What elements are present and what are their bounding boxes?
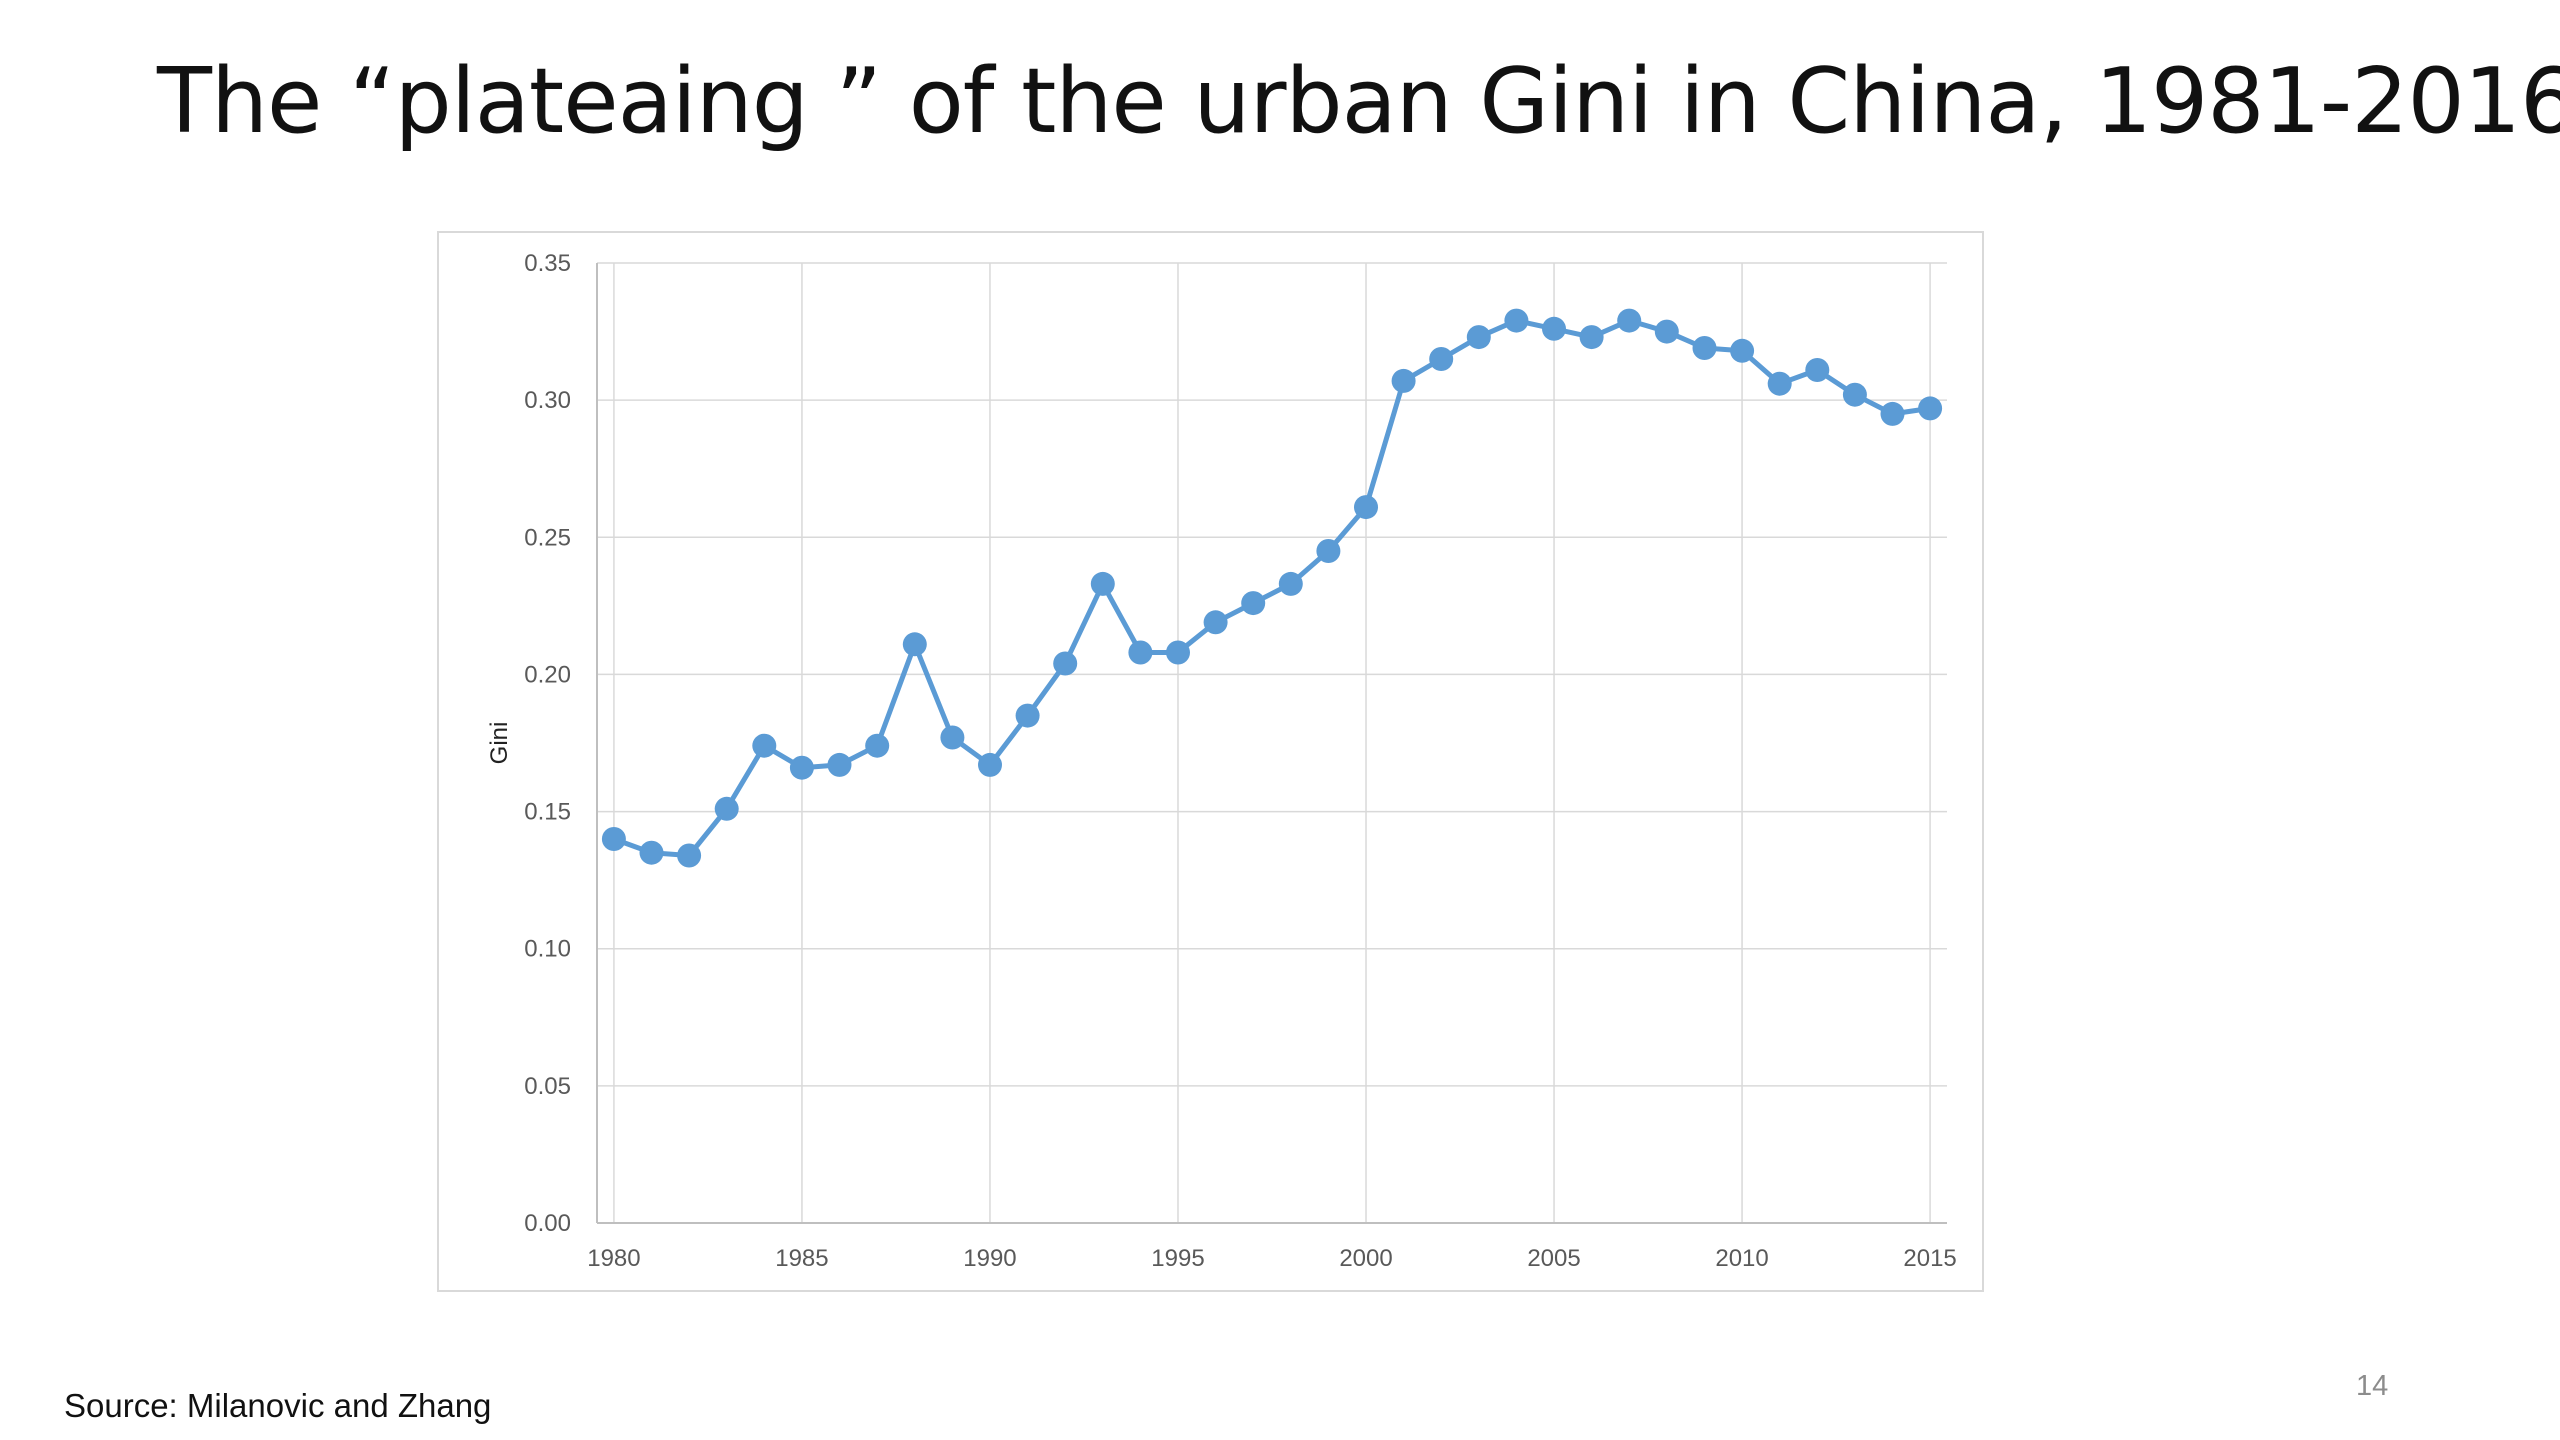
x-tick-label: 2000 — [1339, 1245, 1392, 1272]
x-tick-label: 2005 — [1527, 1245, 1580, 1272]
x-tick-label: 1995 — [1151, 1245, 1204, 1272]
data-point — [1805, 358, 1830, 382]
data-point — [1466, 325, 1491, 350]
data-point — [601, 827, 626, 851]
chart-frame: 0.00 0.05 0.10 0.15 0.20 0.25 0.30 0.35 1980 1985… — [437, 231, 1984, 1292]
gridlines — [597, 262, 1947, 1223]
gini-line-chart: 0.00 0.05 0.10 0.15 0.20 0.25 0.30 0.35 1980 1985… — [486, 250, 1957, 1272]
source-note: Source: Milanovic and Zhang — [64, 1387, 492, 1424]
series-gini — [601, 308, 1943, 868]
data-point — [865, 733, 890, 758]
data-point — [827, 752, 852, 777]
data-point — [1241, 591, 1266, 616]
page-number: 14 — [2356, 1370, 2389, 1402]
data-point — [1730, 338, 1755, 363]
y-tick-label: 0.20 — [524, 661, 571, 688]
data-point — [1128, 640, 1153, 665]
data-point — [1090, 571, 1115, 596]
x-tick-label: 2010 — [1715, 1245, 1768, 1272]
data-point — [1015, 703, 1040, 728]
data-point — [1278, 571, 1303, 596]
x-tick-label: 2015 — [1903, 1245, 1956, 1272]
data-point — [902, 632, 927, 657]
slide-title: The “plateaing ” of the urban Gini in Ch… — [157, 49, 2560, 154]
x-tick-label: 1980 — [587, 1245, 640, 1272]
data-point — [1391, 368, 1416, 393]
data-point — [1880, 401, 1905, 426]
data-point — [1316, 539, 1341, 563]
data-point — [1504, 308, 1529, 333]
y-tick-label: 0.00 — [524, 1210, 571, 1237]
data-point — [978, 752, 1002, 777]
data-point — [1579, 325, 1604, 350]
data-point — [1542, 316, 1566, 341]
data-point — [789, 755, 814, 780]
data-point — [639, 840, 664, 865]
data-point — [1654, 319, 1679, 344]
y-tick-label: 0.10 — [524, 936, 571, 963]
y-tick-label: 0.35 — [524, 250, 571, 277]
data-point — [1354, 495, 1378, 520]
data-point — [1053, 651, 1078, 676]
axes — [596, 263, 1947, 1224]
data-point — [714, 796, 739, 821]
data-point — [752, 733, 777, 758]
data-point — [940, 725, 965, 750]
data-point — [1429, 347, 1454, 371]
y-tick-label: 0.05 — [524, 1073, 571, 1100]
x-tick-label: 1985 — [775, 1245, 828, 1272]
data-point — [1842, 382, 1867, 407]
y-tick-label: 0.30 — [524, 387, 571, 414]
tick-labels: 0.00 0.05 0.10 0.15 0.20 0.25 0.30 0.35 1980 1985… — [524, 250, 1956, 1272]
data-point — [1203, 610, 1228, 635]
data-point — [1918, 396, 1943, 421]
y-tick-label: 0.25 — [524, 524, 571, 551]
data-point — [677, 843, 702, 868]
y-tick-label: 0.15 — [524, 799, 571, 826]
data-point — [1692, 336, 1717, 360]
data-point — [1166, 640, 1190, 665]
data-point — [1617, 308, 1642, 333]
y-axis-label: Gini — [486, 722, 513, 765]
x-tick-label: 1990 — [963, 1245, 1016, 1272]
data-point — [1767, 371, 1792, 396]
